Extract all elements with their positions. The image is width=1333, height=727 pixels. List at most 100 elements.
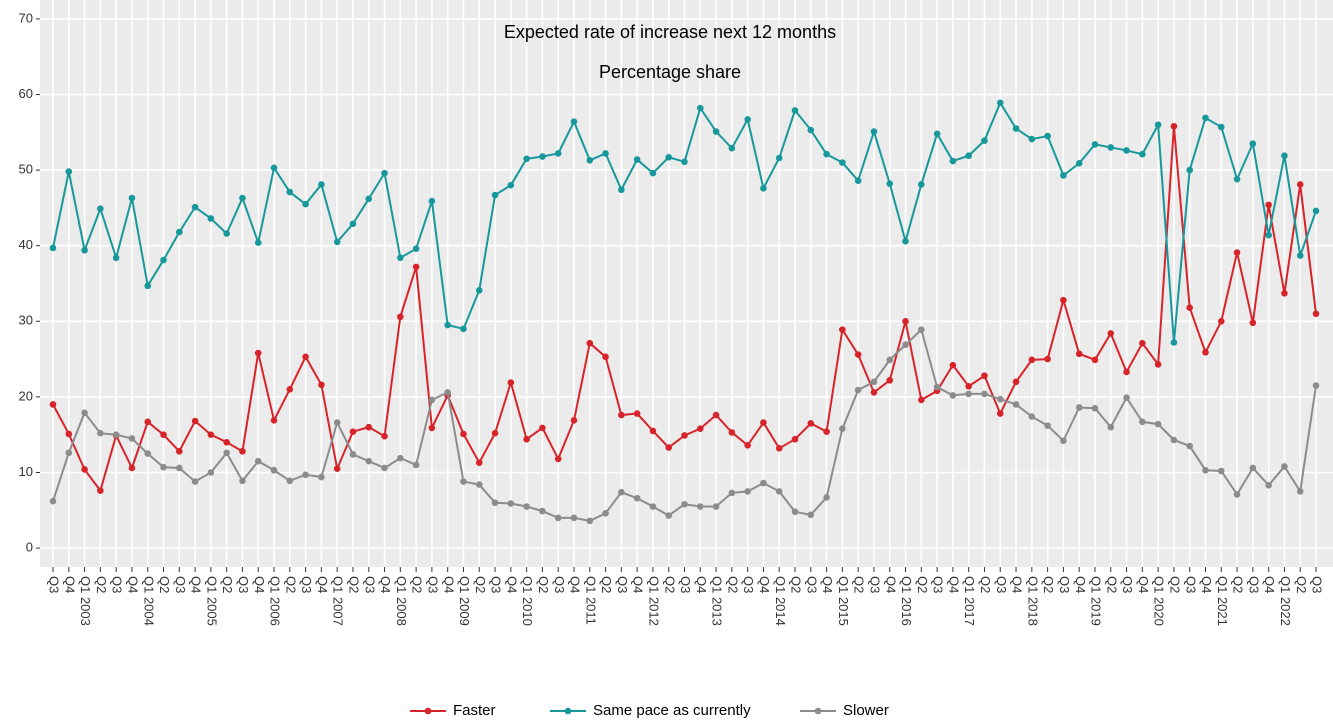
data-point: [554, 514, 562, 522]
data-point: [286, 188, 294, 196]
x-tick-label: Q1 2014: [773, 576, 788, 626]
data-point: [1281, 152, 1288, 160]
data-point: [633, 494, 641, 502]
x-tick-label: Q4: [378, 576, 393, 593]
data-point: [491, 429, 499, 437]
data-point: [949, 392, 957, 399]
x-tick-label: Q1 2017: [962, 576, 977, 626]
legend-marker: [564, 707, 572, 715]
x-tick-label: Q2: [1167, 576, 1182, 593]
data-point: [1202, 466, 1209, 474]
x-tick-label: Q3: [615, 576, 630, 593]
legend-label: Slower: [843, 702, 889, 719]
data-point: [570, 118, 578, 126]
data-point: [1044, 422, 1051, 429]
data-point: [902, 318, 909, 325]
data-point: [444, 321, 451, 329]
data-point: [1249, 319, 1257, 327]
x-tick-label: Q4: [189, 576, 204, 593]
x-tick-label: Q2: [725, 576, 740, 593]
data-point: [996, 395, 1004, 403]
data-point: [239, 194, 246, 202]
data-point: [160, 463, 167, 471]
data-point: [949, 157, 957, 165]
data-point: [965, 390, 972, 398]
data-point: [807, 511, 815, 519]
x-tick-label: Q2: [662, 576, 677, 593]
data-point: [1296, 252, 1304, 259]
data-point: [397, 454, 404, 462]
data-point: [1075, 404, 1083, 411]
x-tick-label: Q4: [315, 576, 330, 593]
x-tick-label: Q3: [1057, 576, 1072, 593]
data-point: [128, 194, 136, 202]
x-tick-label: Q3: [931, 576, 946, 593]
data-point: [886, 180, 894, 188]
data-point: [760, 479, 767, 487]
legend-label: Faster: [453, 702, 496, 719]
data-point: [870, 389, 878, 396]
data-point: [965, 383, 972, 390]
x-tick-label: Q2: [1104, 576, 1119, 593]
data-point: [1154, 121, 1162, 129]
x-tick-label: Q4: [441, 576, 456, 593]
data-point: [460, 430, 467, 438]
data-point: [223, 230, 230, 237]
x-tick-label: Q4: [631, 576, 646, 593]
data-point: [144, 450, 152, 457]
y-tick-label: 50: [19, 162, 33, 177]
x-tick-label: Q2: [1041, 576, 1056, 593]
data-point: [996, 99, 1004, 107]
data-point: [554, 150, 562, 157]
data-point: [1107, 144, 1115, 151]
data-point: [712, 128, 720, 135]
x-tick-label: Q2: [599, 576, 614, 593]
data-point: [97, 429, 104, 437]
data-point: [381, 464, 388, 472]
data-point: [981, 137, 988, 144]
x-tick-label: Q3: [678, 576, 693, 593]
data-point: [176, 464, 183, 472]
data-point: [523, 155, 530, 163]
x-tick-label: Q2: [536, 576, 551, 593]
data-point: [286, 386, 294, 393]
data-point: [128, 435, 136, 442]
data-point: [397, 313, 404, 321]
data-point: [318, 181, 325, 188]
data-point: [949, 361, 957, 369]
data-point: [112, 431, 120, 439]
data-point: [1217, 318, 1225, 325]
data-point: [854, 351, 862, 358]
data-point: [286, 477, 294, 485]
data-point: [981, 372, 988, 380]
data-point: [791, 107, 799, 114]
data-point: [349, 220, 357, 228]
data-point: [1075, 159, 1083, 167]
data-point: [839, 326, 846, 333]
x-tick-label: Q1 2022: [1278, 576, 1293, 626]
data-point: [333, 419, 341, 426]
data-point: [1217, 123, 1225, 131]
data-point: [681, 432, 688, 439]
data-point: [428, 424, 436, 432]
data-point: [649, 503, 657, 510]
data-point: [1170, 436, 1178, 444]
data-point: [191, 203, 199, 211]
data-point: [349, 428, 357, 435]
data-point: [570, 417, 578, 424]
data-point: [365, 457, 373, 465]
data-point: [775, 488, 783, 495]
data-point: [1186, 304, 1193, 311]
data-point: [523, 435, 530, 443]
data-point: [412, 245, 420, 253]
data-point: [1139, 150, 1146, 158]
x-tick-label: Q1 2008: [394, 576, 409, 626]
y-tick-label: 10: [19, 464, 33, 479]
data-point: [649, 427, 657, 435]
data-point: [475, 287, 483, 294]
data-point: [791, 508, 799, 516]
data-point: [1091, 356, 1099, 364]
data-point: [602, 510, 609, 517]
x-tick-label: Q4: [62, 576, 77, 593]
x-tick-label: Q3: [1120, 576, 1135, 593]
